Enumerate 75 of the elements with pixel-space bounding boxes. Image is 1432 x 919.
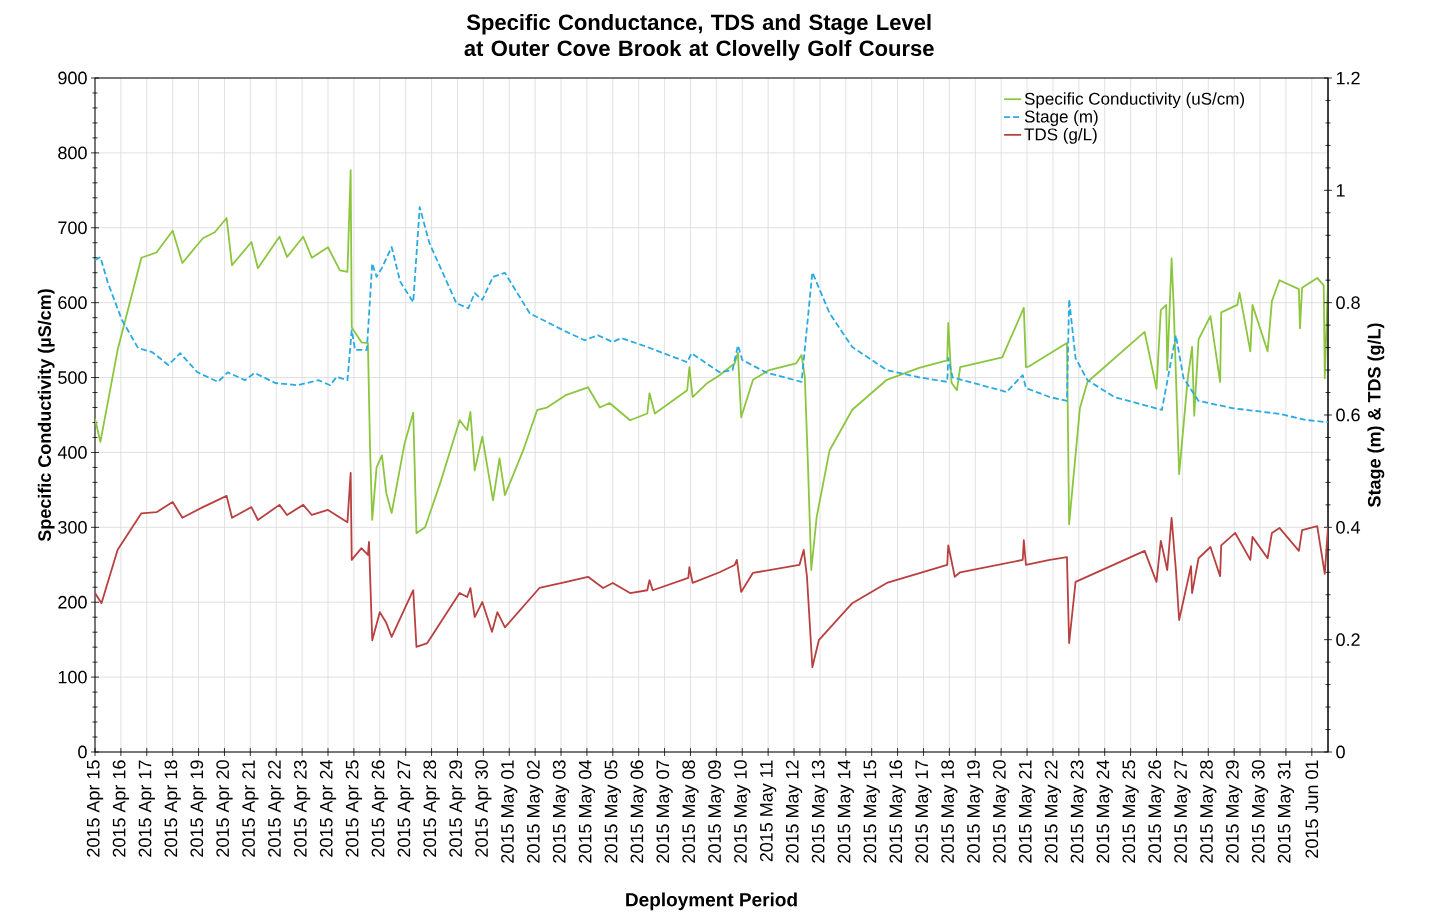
x-tick-label: 2015 May 19 — [967, 760, 984, 863]
x-tick-label: 2015 Apr 27 — [397, 760, 414, 857]
y-tick-label: 100 — [58, 670, 87, 684]
x-tick-label: 2015 May 25 — [1122, 760, 1139, 863]
x-tick-label: 2015 May 03 — [552, 760, 570, 863]
y2-tick-label: 0.8 — [1336, 296, 1360, 310]
x-tick-label: 2015 May 23 — [1070, 760, 1087, 863]
y-tick-label: 200 — [58, 595, 87, 609]
y2-tick-label: 1.2 — [1336, 71, 1360, 85]
legend-label: Specific Conductivity (uS/cm) — [1024, 92, 1245, 109]
y-tick-label: 800 — [58, 146, 87, 160]
y-tick-label: 400 — [57, 446, 87, 459]
y2-tick-label: 0.4 — [1336, 520, 1361, 534]
x-tick-label: 2015 May 31 — [1277, 760, 1295, 863]
x-tick-label: 2015 Apr 20 — [216, 760, 233, 857]
chart-title: Specific Conductance, TDS and Stage Level at Outer Cove Brook at Clovelly Golf Course — [464, 13, 934, 61]
y-tick-label: 900 — [58, 71, 87, 85]
y-tick-label: 0 — [78, 745, 87, 759]
x-tick-label: 2015 May 22 — [1044, 760, 1062, 863]
x-tick-label: 2015 Apr 25 — [345, 760, 363, 857]
x-tick-label: 2015 May 21 — [1018, 760, 1036, 863]
y2-tick-label: 1 — [1336, 184, 1345, 197]
x-tick-label: 2015 May 28 — [1200, 760, 1217, 863]
x-tick-label: 2015 May 11 — [759, 760, 777, 862]
x-tick-label: 2015 Jun 01 — [1305, 760, 1319, 858]
y2-tick-label: 0 — [1336, 745, 1345, 759]
x-tick-label: 2015 May 14 — [837, 760, 854, 863]
x-tick-label: 2015 May 30 — [1251, 760, 1269, 863]
x-tick-label: 2015 Apr 15 — [86, 760, 104, 857]
x-tick-label: 2015 May 09 — [708, 760, 725, 863]
x-tick-label: 2015 Apr 30 — [475, 760, 492, 857]
x-tick-label: 2015 Apr 19 — [190, 760, 207, 857]
x-tick-label: 2015 May 16 — [889, 760, 906, 863]
x-tick-label: 2015 Apr 28 — [423, 760, 440, 857]
x-tick-label: 2015 May 15 — [863, 760, 880, 863]
x-tick-label: 2015 May 29 — [1225, 760, 1243, 863]
x-tick-label: 2015 May 18 — [941, 760, 958, 863]
x-tick-label: 2015 Apr 18 — [164, 760, 181, 857]
x-tick-label: 2015 May 05 — [604, 760, 621, 863]
x-tick-label: 2015 May 02 — [526, 760, 544, 863]
y2-tick-label: 0.2 — [1336, 633, 1360, 647]
x-tick-label: 2015 May 17 — [915, 760, 932, 863]
y-tick-label: 300 — [58, 520, 87, 534]
legend-label: Stage (m) — [1024, 110, 1098, 126]
y2-axis-title: Stage (m) & TDS (g/L) — [1367, 323, 1385, 507]
x-tick-label: 2015 May 07 — [656, 760, 673, 863]
line-series — [95, 471, 1329, 669]
x-tick-label: 2015 May 08 — [682, 760, 699, 863]
line-series — [95, 169, 1329, 571]
line-series — [95, 206, 1329, 424]
x-tick-label: 2015 May 12 — [785, 760, 803, 863]
x-tick-label: 2015 May 20 — [992, 760, 1010, 863]
x-tick-label: 2015 Apr 23 — [293, 760, 311, 857]
x-tick-label: 2015 May 04 — [578, 760, 596, 863]
x-tick-label: 2015 May 01 — [501, 760, 518, 863]
y-tick-label: 600 — [58, 296, 87, 310]
x-tick-label: 2015 Apr 22 — [268, 760, 285, 857]
x-tick-label: 2015 Apr 21 — [242, 760, 259, 857]
x-tick-label: 2015 Apr 26 — [371, 760, 388, 857]
x-tick-label: 2015 May 26 — [1148, 760, 1165, 863]
y-axis-title: Specific Conductivity (µS/cm) — [37, 289, 55, 542]
x-tick-label: 2015 May 10 — [734, 760, 751, 863]
x-tick-label: 2015 May 13 — [811, 760, 829, 863]
x-tick-label: 2015 Apr 24 — [319, 760, 337, 857]
y2-tick-label: 0.6 — [1336, 408, 1360, 422]
y-tick-label: 700 — [58, 221, 87, 235]
x-tick-label: 2015 May 24 — [1096, 760, 1113, 863]
x-tick-label: 2015 Apr 29 — [449, 760, 466, 857]
legend-label: TDS (g/L) — [1024, 127, 1097, 144]
y-tick-label: 500 — [58, 371, 87, 384]
x-tick-label: 2015 Apr 16 — [112, 760, 130, 857]
x-tick-label: 2015 Apr 17 — [138, 760, 155, 857]
x-axis-title: Deployment Period — [626, 892, 797, 911]
x-tick-label: 2015 May 27 — [1174, 760, 1191, 863]
x-tick-label: 2015 May 06 — [630, 760, 647, 863]
